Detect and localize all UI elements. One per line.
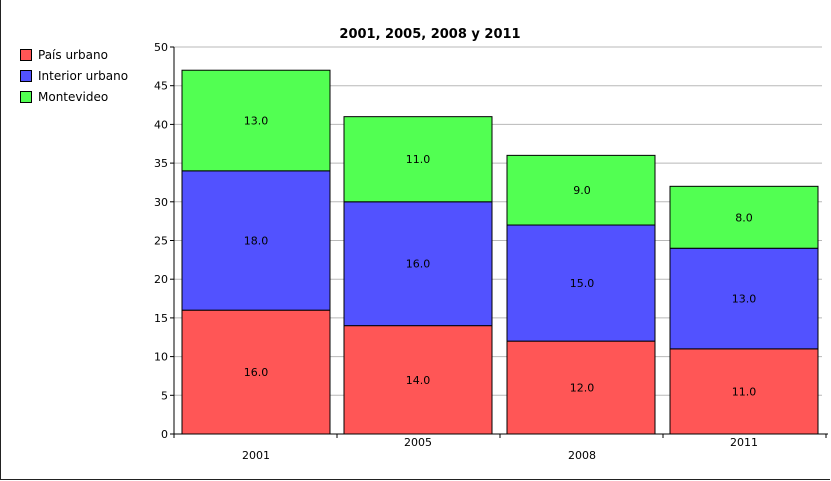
x-tick-label: 2011 [730, 436, 758, 449]
legend-swatch-interior-urbano [20, 69, 32, 82]
legend-label-pais-urbano: País urbano [38, 47, 108, 62]
data-label: 11.0 [406, 153, 431, 166]
legend-swatch-pais-urbano [20, 48, 32, 61]
bar-segment [343, 201, 493, 327]
data-label: 16.0 [244, 366, 269, 379]
bar-segment [343, 116, 493, 203]
data-label: 13.0 [732, 293, 757, 306]
y-tick-label: 40 [154, 118, 168, 131]
y-tick-label: 0 [161, 428, 168, 441]
y-tick-label: 35 [154, 157, 168, 170]
y-tick-label: 30 [154, 196, 168, 209]
data-label: 14.0 [406, 374, 431, 387]
bar-segment [181, 69, 331, 172]
legend-label-interior-urbano: Interior urbano [38, 68, 129, 83]
bar-segment [506, 340, 656, 435]
data-label: 15.0 [570, 277, 595, 290]
data-label: 18.0 [244, 235, 269, 248]
x-tick-label: 2005 [404, 436, 432, 449]
legend-swatch-montevideo [20, 90, 32, 103]
data-label: 11.0 [732, 385, 757, 398]
bar-segment [669, 247, 819, 350]
x-tick-label: 2001 [242, 449, 270, 462]
data-label: 9.0 [573, 184, 591, 197]
x-tick-label: 2008 [568, 449, 596, 462]
bar-segment [506, 224, 656, 342]
bar-segment [181, 309, 331, 435]
y-tick-label: 5 [161, 389, 168, 402]
legend-item-montevideo: Montevideo [20, 86, 128, 107]
legend-item-pais-urbano: País urbano [20, 44, 128, 65]
bar-segment [506, 154, 656, 226]
bar-segment [181, 170, 331, 311]
bars: 16.0 18.0 13.0 14.0 16.0 11.0 12.0 15.0 9.0 11.0 1… [181, 69, 819, 435]
data-label: 13.0 [244, 115, 269, 128]
bar-segment [343, 325, 493, 435]
legend-item-interior-urbano: Interior urbano [20, 65, 128, 86]
axes: 0 5 10 15 20 25 30 35 40 45 50 2001 2005 2008 2011 [154, 41, 828, 462]
bar-segment [669, 185, 819, 249]
y-tick-label: 20 [154, 273, 168, 286]
y-tick-label: 25 [154, 235, 168, 248]
y-tick-label: 50 [154, 41, 168, 54]
chart-title: 2001, 2005, 2008 y 2011 [339, 27, 520, 42]
legend-label-montevideo: Montevideo [38, 89, 109, 104]
data-label: 16.0 [406, 258, 431, 271]
y-tick-label: 15 [154, 312, 168, 325]
data-label: 8.0 [735, 211, 753, 224]
y-tick-label: 10 [154, 351, 168, 364]
y-tick-label: 45 [154, 80, 168, 93]
legend: País urbano Interior urbano Montevideo [20, 44, 128, 107]
data-label: 12.0 [570, 382, 595, 395]
bar-segment [669, 348, 819, 435]
